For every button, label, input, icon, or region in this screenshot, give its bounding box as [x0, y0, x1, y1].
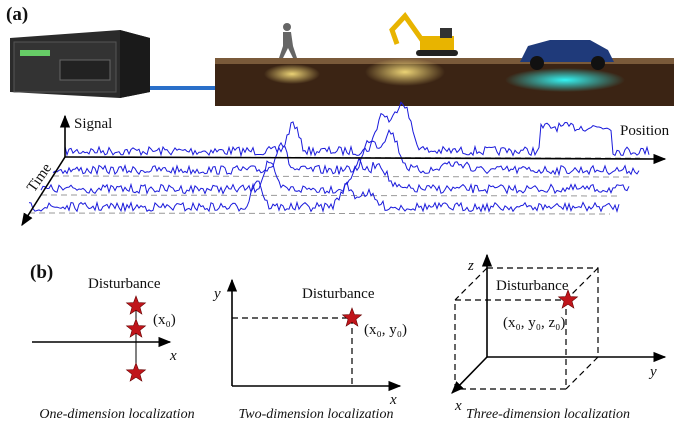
trace	[28, 180, 620, 214]
excavator	[389, 12, 458, 56]
point-label: (x₀, y₀, z₀)	[503, 315, 565, 331]
baseline	[40, 194, 621, 197]
projection	[232, 317, 353, 386]
axis-label: z	[467, 258, 474, 274]
trace	[64, 101, 650, 158]
box	[454, 267, 599, 390]
star	[125, 362, 147, 382]
x-axis	[451, 356, 488, 394]
axis-label: x	[454, 398, 462, 414]
pedestrian	[279, 23, 297, 58]
baseline	[52, 175, 631, 178]
two-dimension: y x Disturbance (x₀, y₀) Two-dimension l…	[212, 278, 407, 422]
axis-label: Signal	[74, 116, 112, 132]
position-axis	[64, 153, 667, 165]
disturbance-stars	[125, 289, 579, 382]
car	[520, 40, 614, 70]
axis-label: y	[212, 286, 221, 302]
trench	[215, 58, 674, 106]
axis-label: Position	[620, 123, 670, 139]
baseline	[28, 212, 611, 215]
three-dimension: z y x Disturbance (x₀, y₀, z₀) Three-dim…	[451, 253, 667, 422]
caption: Three-dimension localization	[466, 407, 630, 422]
axis-label: y	[648, 364, 657, 380]
trace	[52, 128, 640, 177]
caption: One-dimension localization	[39, 407, 194, 422]
axis-label: Time	[24, 160, 55, 195]
panel-label: (b)	[30, 262, 53, 283]
caption: Two-dimension localization	[239, 407, 394, 422]
point-label: (x₀)	[153, 312, 176, 328]
star	[125, 295, 147, 315]
annotation: Disturbance	[302, 286, 375, 302]
axis-label: x	[169, 348, 177, 364]
trace	[40, 156, 630, 195]
star	[125, 318, 147, 338]
star	[557, 289, 579, 309]
point-label: (x₀, y₀)	[364, 322, 407, 338]
axis-label: x	[389, 392, 397, 408]
time-axis	[21, 156, 66, 227]
interrogator	[10, 30, 150, 98]
one-dimension: x Disturbance (x₀) One-dimension localiz…	[32, 276, 195, 422]
star	[341, 307, 363, 327]
annotation: Disturbance	[496, 278, 569, 294]
panel-label: (a)	[6, 4, 28, 25]
annotation: Disturbance	[88, 276, 161, 292]
